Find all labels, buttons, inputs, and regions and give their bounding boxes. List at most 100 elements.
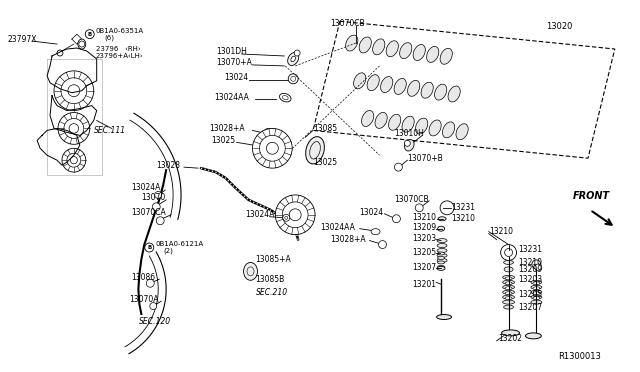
- Text: 13207: 13207: [412, 263, 436, 272]
- Circle shape: [264, 128, 273, 138]
- Circle shape: [150, 303, 157, 310]
- Circle shape: [85, 30, 94, 39]
- Text: (2): (2): [163, 247, 173, 254]
- Circle shape: [62, 148, 86, 172]
- Circle shape: [68, 85, 80, 97]
- Text: 13025: 13025: [313, 158, 337, 167]
- Circle shape: [288, 74, 298, 84]
- Ellipse shape: [438, 256, 445, 259]
- Ellipse shape: [440, 48, 452, 64]
- Ellipse shape: [291, 56, 296, 62]
- Text: 13086: 13086: [131, 273, 156, 282]
- Ellipse shape: [362, 110, 374, 126]
- Text: 13205: 13205: [412, 248, 436, 257]
- Text: 13085B: 13085B: [255, 275, 285, 284]
- Ellipse shape: [531, 295, 542, 299]
- Ellipse shape: [354, 73, 366, 89]
- Ellipse shape: [438, 217, 446, 221]
- Circle shape: [57, 50, 63, 56]
- Ellipse shape: [533, 287, 540, 290]
- Circle shape: [535, 264, 542, 271]
- Text: 13024AA: 13024AA: [320, 223, 355, 232]
- Circle shape: [152, 203, 160, 211]
- Text: 13070CB: 13070CB: [394, 195, 429, 204]
- Ellipse shape: [386, 41, 398, 57]
- Text: 13020: 13020: [547, 22, 573, 31]
- Ellipse shape: [502, 330, 520, 336]
- Ellipse shape: [438, 252, 445, 255]
- Circle shape: [378, 241, 387, 248]
- Circle shape: [155, 192, 162, 198]
- Ellipse shape: [402, 116, 414, 132]
- Ellipse shape: [429, 120, 441, 136]
- Text: R1300013: R1300013: [558, 352, 601, 361]
- Text: 23797X: 23797X: [7, 35, 37, 44]
- Text: 13231: 13231: [518, 245, 543, 254]
- Circle shape: [440, 201, 454, 215]
- Text: SEC.210: SEC.210: [255, 288, 287, 297]
- Circle shape: [291, 76, 296, 81]
- Text: 13085+A: 13085+A: [255, 255, 291, 264]
- Circle shape: [147, 279, 154, 287]
- Text: 13025: 13025: [211, 136, 235, 145]
- Circle shape: [266, 142, 278, 154]
- Ellipse shape: [456, 124, 468, 140]
- Ellipse shape: [533, 292, 540, 295]
- Circle shape: [283, 214, 290, 221]
- Circle shape: [58, 113, 90, 144]
- Text: 13024: 13024: [360, 208, 384, 217]
- Ellipse shape: [367, 75, 380, 91]
- Ellipse shape: [310, 141, 321, 159]
- Text: 13024: 13024: [224, 73, 248, 82]
- Ellipse shape: [437, 253, 447, 257]
- Circle shape: [67, 153, 81, 167]
- Ellipse shape: [359, 37, 371, 53]
- Text: 13207: 13207: [518, 302, 543, 312]
- Text: 13070CA: 13070CA: [131, 208, 166, 217]
- Text: (6): (6): [104, 35, 115, 41]
- Circle shape: [504, 248, 513, 256]
- Ellipse shape: [525, 333, 541, 339]
- Ellipse shape: [531, 290, 542, 294]
- Ellipse shape: [438, 261, 445, 264]
- Circle shape: [394, 163, 403, 171]
- Ellipse shape: [502, 285, 515, 289]
- Text: SEC.111: SEC.111: [93, 126, 126, 135]
- Ellipse shape: [346, 35, 358, 51]
- Text: B: B: [147, 245, 152, 250]
- Ellipse shape: [404, 140, 414, 151]
- Text: 23796   ‹RH›: 23796 ‹RH›: [96, 46, 140, 52]
- Ellipse shape: [372, 39, 385, 55]
- Ellipse shape: [533, 296, 540, 299]
- Text: 13085: 13085: [313, 124, 337, 133]
- Circle shape: [54, 71, 93, 110]
- Circle shape: [285, 216, 288, 219]
- Text: 13231: 13231: [451, 203, 475, 212]
- Circle shape: [294, 50, 300, 56]
- Ellipse shape: [247, 267, 254, 276]
- Text: 0B1A0-6351A: 0B1A0-6351A: [96, 28, 144, 34]
- Ellipse shape: [531, 285, 542, 289]
- Ellipse shape: [306, 137, 324, 164]
- Text: 13010H: 13010H: [394, 129, 424, 138]
- Text: 13070: 13070: [141, 193, 166, 202]
- Ellipse shape: [399, 43, 412, 59]
- Text: 13070A: 13070A: [129, 295, 159, 304]
- Ellipse shape: [437, 248, 447, 253]
- Text: 23796+A‹LH›: 23796+A‹LH›: [96, 53, 143, 59]
- Ellipse shape: [532, 260, 541, 269]
- Text: 13209: 13209: [518, 265, 543, 274]
- Circle shape: [156, 217, 164, 225]
- Ellipse shape: [531, 280, 542, 284]
- Ellipse shape: [505, 277, 512, 280]
- Text: 13024A: 13024A: [246, 210, 275, 219]
- Ellipse shape: [437, 259, 447, 262]
- Circle shape: [64, 119, 84, 138]
- Circle shape: [61, 78, 87, 104]
- Ellipse shape: [287, 52, 299, 65]
- Ellipse shape: [533, 282, 540, 285]
- Text: 13205: 13205: [518, 290, 543, 299]
- Text: 13202: 13202: [499, 334, 523, 343]
- Ellipse shape: [504, 267, 513, 272]
- Ellipse shape: [504, 305, 513, 309]
